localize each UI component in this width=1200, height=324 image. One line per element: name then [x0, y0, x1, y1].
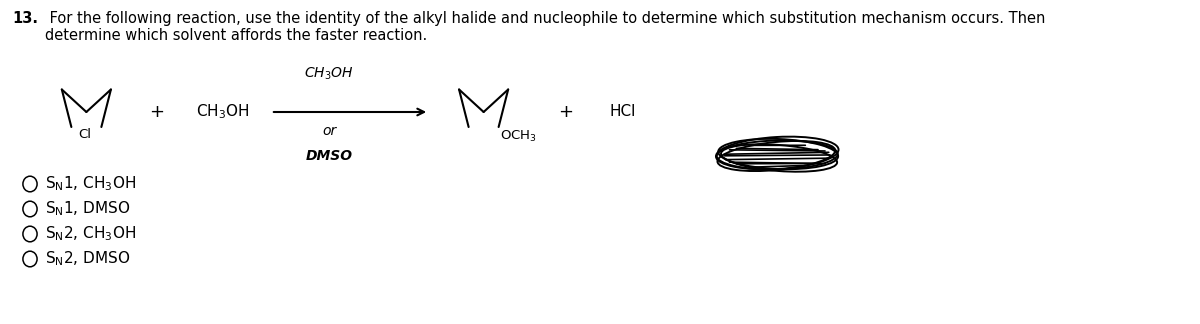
Text: S$_{\rm N}$2, CH$_3$OH: S$_{\rm N}$2, CH$_3$OH — [46, 225, 137, 243]
Text: 13.: 13. — [12, 11, 38, 26]
Text: S$_{\rm N}$1, DMSO: S$_{\rm N}$1, DMSO — [46, 200, 131, 218]
Text: CH$_3$OH: CH$_3$OH — [304, 66, 354, 82]
Text: CH$_3$OH: CH$_3$OH — [196, 103, 250, 122]
Text: S$_{\rm N}$1, CH$_3$OH: S$_{\rm N}$1, CH$_3$OH — [46, 175, 137, 193]
Text: DMSO: DMSO — [306, 149, 353, 163]
Text: Cl: Cl — [78, 128, 91, 141]
Text: For the following reaction, use the identity of the alkyl halide and nucleophile: For the following reaction, use the iden… — [46, 11, 1046, 43]
Text: HCl: HCl — [610, 105, 636, 120]
Text: +: + — [149, 103, 164, 121]
Text: OCH$_3$: OCH$_3$ — [500, 129, 536, 144]
Text: or: or — [322, 124, 336, 138]
Text: +: + — [558, 103, 572, 121]
Text: S$_{\rm N}$2, DMSO: S$_{\rm N}$2, DMSO — [46, 250, 131, 268]
